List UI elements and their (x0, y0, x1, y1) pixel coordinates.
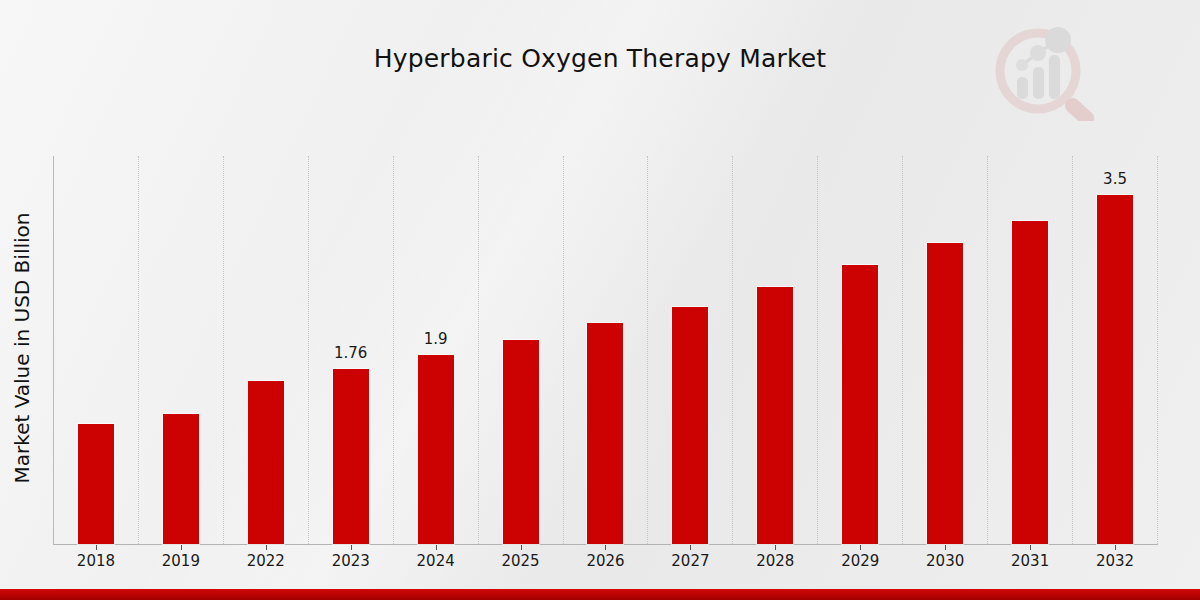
x-tick-label-2022: 2022 (247, 552, 285, 570)
magnifier-bar-chart-logo-icon (988, 25, 1100, 121)
category-slot-2023: 1.762023 (309, 156, 394, 544)
bar-2025 (503, 340, 539, 545)
category-slot-2025: 2025 (479, 156, 564, 544)
x-axis-tick (266, 545, 267, 550)
bar-2028 (757, 287, 793, 544)
footer-accent-bar (0, 589, 1200, 600)
x-axis-tick (1115, 545, 1116, 550)
x-tick-label-2027: 2027 (671, 552, 709, 570)
category-slot-2030: 2030 (903, 156, 988, 544)
bar-2032 (1097, 195, 1133, 544)
category-slot-2028: 2028 (733, 156, 818, 544)
bar-2031 (1012, 221, 1048, 544)
x-axis-tick (96, 545, 97, 550)
category-slot-2032: 3.52032 (1073, 156, 1158, 544)
x-tick-label-2029: 2029 (841, 552, 879, 570)
bar-value-label-2024: 1.9 (424, 330, 448, 348)
category-slot-2018: 2018 (54, 156, 139, 544)
x-axis-tick (436, 545, 437, 550)
category-slot-2027: 2027 (648, 156, 733, 544)
y-axis-label: Market Value in USD Billion (10, 213, 34, 484)
bar-2026 (587, 323, 623, 544)
x-axis-tick (860, 545, 861, 550)
category-slot-2022: 2022 (224, 156, 309, 544)
x-tick-label-2026: 2026 (586, 552, 624, 570)
bar-2029 (842, 265, 878, 544)
plot-area: 2018201920221.7620231.920242025202620272… (53, 156, 1158, 545)
chart-canvas: Hyperbaric Oxygen Therapy Market Market … (0, 0, 1200, 600)
x-axis-tick (181, 545, 182, 550)
bar-2019 (163, 414, 199, 544)
category-slot-2024: 1.92024 (394, 156, 479, 544)
bar-2027 (672, 307, 708, 544)
x-tick-label-2023: 2023 (332, 552, 370, 570)
bar-2018 (78, 424, 114, 544)
x-tick-label-2028: 2028 (756, 552, 794, 570)
bar-2024 (418, 355, 454, 545)
x-tick-label-2019: 2019 (162, 552, 200, 570)
x-axis-tick (775, 545, 776, 550)
x-axis-tick (605, 545, 606, 550)
bar-2022 (248, 381, 284, 544)
category-slot-2026: 2026 (564, 156, 649, 544)
x-axis-tick (351, 545, 352, 550)
bar-2023 (333, 369, 369, 545)
x-axis-tick (521, 545, 522, 550)
x-tick-label-2032: 2032 (1096, 552, 1134, 570)
x-tick-label-2030: 2030 (926, 552, 964, 570)
x-axis-tick (945, 545, 946, 550)
x-axis-tick (1030, 545, 1031, 550)
x-axis-tick (690, 545, 691, 550)
x-tick-label-2018: 2018 (77, 552, 115, 570)
category-slot-2031: 2031 (988, 156, 1073, 544)
x-tick-label-2031: 2031 (1011, 552, 1049, 570)
category-slot-2029: 2029 (818, 156, 903, 544)
x-tick-label-2025: 2025 (501, 552, 539, 570)
bar-2030 (927, 243, 963, 544)
x-tick-label-2024: 2024 (417, 552, 455, 570)
category-slot-2019: 2019 (139, 156, 224, 544)
bar-value-label-2023: 1.76 (334, 344, 367, 362)
bar-value-label-2032: 3.5 (1103, 170, 1127, 188)
